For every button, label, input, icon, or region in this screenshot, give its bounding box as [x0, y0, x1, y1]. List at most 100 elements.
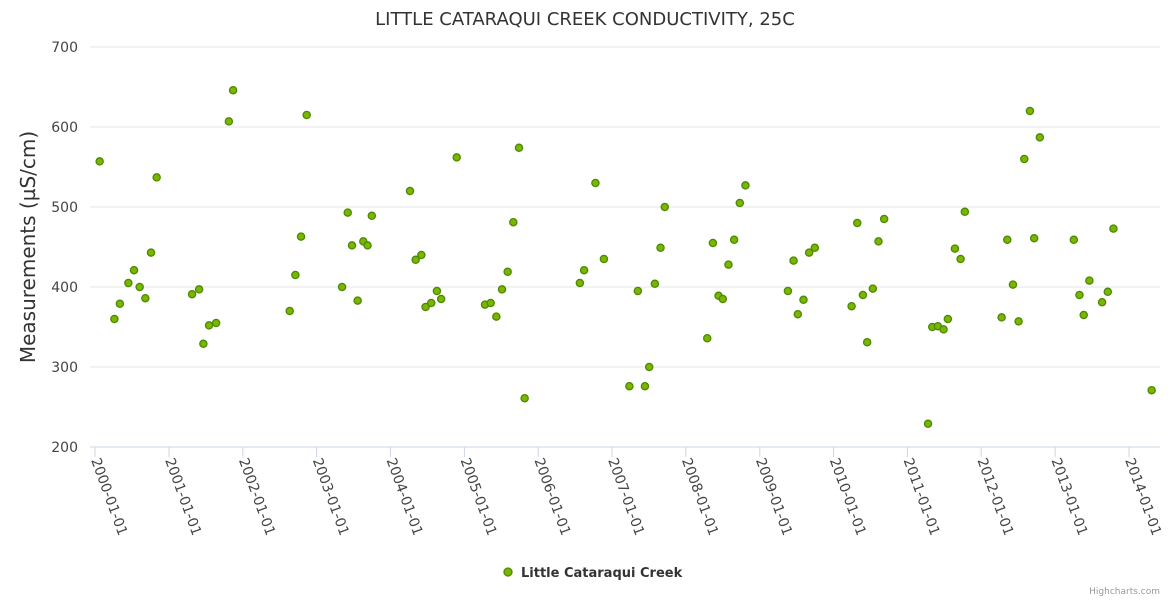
data-point[interactable]: [411, 255, 420, 265]
data-point[interactable]: [199, 339, 208, 349]
data-point[interactable]: [923, 419, 933, 429]
data-point[interactable]: [353, 296, 362, 305]
data-point[interactable]: [211, 318, 221, 328]
data-point[interactable]: [115, 299, 125, 309]
data-point[interactable]: [939, 325, 948, 334]
legend[interactable]: Little Cataraqui Creek: [503, 566, 683, 581]
data-point[interactable]: [194, 285, 204, 294]
data-point[interactable]: [405, 186, 415, 196]
data-point[interactable]: [1008, 280, 1018, 289]
data-point[interactable]: [960, 207, 970, 217]
data-point[interactable]: [1025, 106, 1035, 116]
data-point[interactable]: [1029, 233, 1039, 243]
data-point[interactable]: [874, 237, 883, 246]
data-point[interactable]: [452, 153, 461, 162]
data-point[interactable]: [656, 243, 665, 253]
data-point[interactable]: [804, 248, 814, 257]
data-point[interactable]: [124, 278, 133, 288]
y-tick-label: 300: [51, 360, 78, 376]
data-point[interactable]: [503, 267, 512, 277]
data-point[interactable]: [129, 265, 139, 275]
data-point[interactable]: [997, 313, 1006, 322]
data-point[interactable]: [741, 181, 750, 190]
data-point[interactable]: [853, 218, 862, 228]
data-point[interactable]: [367, 211, 377, 221]
data-point[interactable]: [1103, 287, 1113, 297]
data-point[interactable]: [1085, 276, 1094, 285]
data-point[interactable]: [1020, 154, 1029, 164]
data-point[interactable]: [141, 293, 150, 303]
data-point[interactable]: [1003, 235, 1012, 245]
data-point[interactable]: [644, 362, 654, 372]
data-point[interactable]: [347, 241, 357, 250]
data-point[interactable]: [337, 282, 347, 292]
data-point[interactable]: [956, 254, 965, 264]
data-point[interactable]: [625, 381, 634, 391]
data-point[interactable]: [810, 243, 820, 253]
data-point[interactable]: [224, 117, 234, 126]
data-point[interactable]: [633, 286, 643, 296]
data-point[interactable]: [579, 265, 589, 275]
data-point[interactable]: [1097, 297, 1107, 307]
data-point[interactable]: [285, 306, 294, 316]
data-point[interactable]: [799, 295, 808, 305]
data-point[interactable]: [417, 250, 426, 260]
data-point[interactable]: [591, 178, 600, 188]
credits-link[interactable]: Highcharts.com: [1089, 587, 1160, 597]
data-point[interactable]: [862, 337, 872, 347]
legend-label[interactable]: Little Cataraqui Creek: [521, 566, 683, 581]
data-point[interactable]: [95, 157, 104, 166]
data-point[interactable]: [296, 232, 306, 241]
data-point[interactable]: [575, 278, 585, 288]
data-point[interactable]: [702, 333, 712, 343]
data-point[interactable]: [486, 298, 495, 308]
data-point[interactable]: [789, 256, 798, 265]
data-point[interactable]: [492, 312, 501, 321]
data-point[interactable]: [858, 290, 868, 300]
data-point[interactable]: [302, 110, 311, 120]
data-point[interactable]: [509, 217, 518, 227]
data-point[interactable]: [724, 260, 733, 269]
data-point[interactable]: [514, 143, 524, 153]
data-point[interactable]: [204, 321, 214, 330]
data-point[interactable]: [1069, 235, 1079, 245]
data-point[interactable]: [343, 208, 352, 217]
data-point[interactable]: [497, 285, 507, 294]
data-point[interactable]: [291, 270, 300, 280]
data-point[interactable]: [793, 309, 803, 319]
data-point[interactable]: [1014, 317, 1023, 326]
data-point[interactable]: [1075, 290, 1084, 300]
data-point[interactable]: [879, 214, 889, 224]
data-point[interactable]: [432, 286, 442, 296]
data-point[interactable]: [868, 284, 878, 293]
data-point[interactable]: [847, 301, 856, 311]
data-point[interactable]: [152, 173, 161, 182]
data-point[interactable]: [735, 198, 745, 208]
data-point[interactable]: [426, 298, 436, 308]
data-points[interactable]: [95, 85, 1156, 429]
legend-marker[interactable]: [503, 567, 513, 577]
data-point[interactable]: [729, 235, 739, 245]
data-point[interactable]: [650, 279, 660, 289]
data-point[interactable]: [520, 393, 529, 403]
data-point[interactable]: [660, 202, 670, 212]
data-point[interactable]: [421, 302, 430, 312]
data-point[interactable]: [436, 294, 446, 304]
data-point[interactable]: [146, 248, 156, 257]
data-point[interactable]: [640, 381, 650, 391]
data-point[interactable]: [599, 254, 609, 264]
data-point[interactable]: [1035, 133, 1045, 142]
data-point[interactable]: [943, 314, 953, 324]
data-point[interactable]: [363, 241, 372, 250]
data-point[interactable]: [950, 244, 960, 253]
data-point[interactable]: [228, 85, 238, 95]
data-point[interactable]: [718, 294, 728, 304]
data-point[interactable]: [110, 314, 119, 324]
data-point[interactable]: [1147, 385, 1156, 395]
data-point[interactable]: [783, 286, 793, 296]
data-point[interactable]: [1079, 310, 1088, 320]
data-point[interactable]: [135, 282, 144, 292]
data-point[interactable]: [708, 238, 718, 248]
data-point[interactable]: [187, 289, 197, 299]
data-point[interactable]: [1109, 224, 1118, 233]
